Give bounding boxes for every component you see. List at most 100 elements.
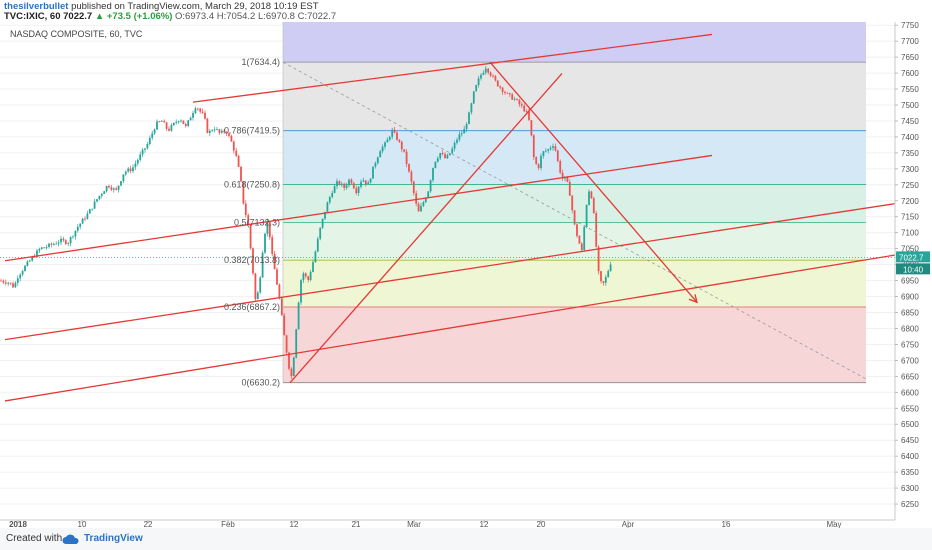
time-label-8: 20 <box>537 520 546 528</box>
chart-title: NASDAQ COMPOSITE, 60, TVC <box>10 29 143 39</box>
candle-body <box>487 68 490 73</box>
candle-body <box>127 168 130 172</box>
candle-body <box>170 125 173 131</box>
candle-body <box>321 218 324 228</box>
fib-band-extension <box>283 22 866 63</box>
candle-body <box>544 150 547 152</box>
candle-body <box>134 163 137 168</box>
candle-body <box>192 113 194 118</box>
candle-body <box>261 252 264 278</box>
price-axis[interactable]: 6250 6300 6350 6400 6450 6500 6550 6600 6650 6700… <box>894 21 932 520</box>
price-tick-label-9: 6700 <box>901 356 919 365</box>
candle-body <box>530 120 533 136</box>
price-tick-label-29: 7700 <box>901 37 919 46</box>
fib-label-5: 0.236(6867.2) <box>224 302 280 312</box>
candle-body <box>74 230 77 237</box>
candle-body <box>580 243 583 251</box>
candle-body <box>160 120 163 122</box>
trendline-rise[interactable] <box>289 72 563 384</box>
candle-body <box>434 161 437 168</box>
candle-body <box>506 92 509 94</box>
candle-body <box>273 253 276 270</box>
candle-body <box>72 236 74 238</box>
trendline-lower2[interactable] <box>4 254 895 402</box>
author-link[interactable]: thesilverbullet <box>4 1 69 12</box>
ohlc-low: L:6970.8 <box>257 11 295 22</box>
candle-body <box>278 284 281 299</box>
candle-body <box>271 237 274 254</box>
trendlines[interactable] <box>4 33 895 402</box>
candle-body <box>38 248 41 251</box>
candle-body <box>36 250 38 257</box>
candle-body <box>532 135 535 158</box>
candle-body <box>230 135 233 142</box>
candle-body <box>21 271 24 275</box>
candle-body <box>24 265 26 272</box>
candle-body <box>64 240 67 244</box>
candle-body <box>45 246 48 248</box>
price-tick-label-2: 6350 <box>901 468 919 477</box>
time-label-5: 21 <box>352 520 361 528</box>
trendline-upper[interactable] <box>192 33 713 103</box>
candle-body <box>199 108 202 112</box>
candle-body <box>98 195 101 200</box>
candle-body <box>568 181 571 196</box>
candle-body <box>352 183 355 189</box>
price-tick-label-1: 6300 <box>901 484 919 493</box>
symbol-line: TVC:IXIC, 60 7022.7 ▲ +73.5 (+1.06%) O:6… <box>4 11 336 22</box>
candle-body <box>108 186 110 188</box>
candle-body <box>595 213 598 247</box>
candle-body <box>600 271 602 282</box>
candle-body <box>336 181 338 187</box>
ohlc-high: H:7054.2 <box>216 11 256 22</box>
candle-body <box>364 180 367 185</box>
candle-body <box>328 197 331 203</box>
tradingview-cloud-icon <box>62 534 79 544</box>
candle-body <box>55 243 58 245</box>
candle-body <box>180 120 182 122</box>
dashed-diagonal[interactable] <box>282 61 867 380</box>
candle-body <box>576 224 578 237</box>
trendline-lower1[interactable] <box>4 202 895 341</box>
candle-body <box>148 137 151 145</box>
candle-body <box>535 157 538 165</box>
trendline-fall[interactable] <box>489 61 698 303</box>
candle-body <box>122 174 125 182</box>
time-label-10: 16 <box>722 520 731 528</box>
candle-body <box>350 179 353 184</box>
candle-body <box>14 282 17 288</box>
ohlc-open: O:6973.4 <box>175 11 215 22</box>
candle-body <box>259 277 262 293</box>
candle-body <box>312 262 314 272</box>
candle-body <box>67 243 70 245</box>
candle-body <box>525 111 528 113</box>
candle-body <box>540 155 542 169</box>
candle-body <box>554 146 557 151</box>
price-tick-label-27: 7600 <box>901 69 919 78</box>
time-label-1: 10 <box>78 520 87 528</box>
candle-body <box>441 153 444 155</box>
price-tick-label-21: 7300 <box>901 165 919 174</box>
candle-body <box>477 78 480 86</box>
candle-body <box>252 248 254 274</box>
candle-body <box>57 242 60 244</box>
candle-body <box>84 218 86 220</box>
trendline-middle[interactable] <box>4 154 713 262</box>
candle-body <box>254 273 257 300</box>
time-label-3: Feb <box>221 520 235 528</box>
candle-body <box>307 276 310 280</box>
candle-body <box>285 335 288 353</box>
tradingview-brand[interactable]: TradingView <box>84 533 143 544</box>
candle-body <box>400 141 403 150</box>
candle-body <box>120 181 122 186</box>
candle-body <box>244 203 247 216</box>
candle-body <box>482 72 485 75</box>
candle-body <box>609 264 612 272</box>
time-axis[interactable]: 2018 10 22 Feb 12 21 Mar 12 20 Apr 16 May <box>0 519 895 528</box>
price-chart[interactable]: 1(7634.4) 0.786(7419.5) 0.618(7250.8) 0.5(7… <box>0 0 932 528</box>
price-tick-label-10: 6750 <box>901 340 919 349</box>
candle-body <box>141 149 144 155</box>
candle-body <box>187 120 190 126</box>
candle-body <box>561 172 564 179</box>
